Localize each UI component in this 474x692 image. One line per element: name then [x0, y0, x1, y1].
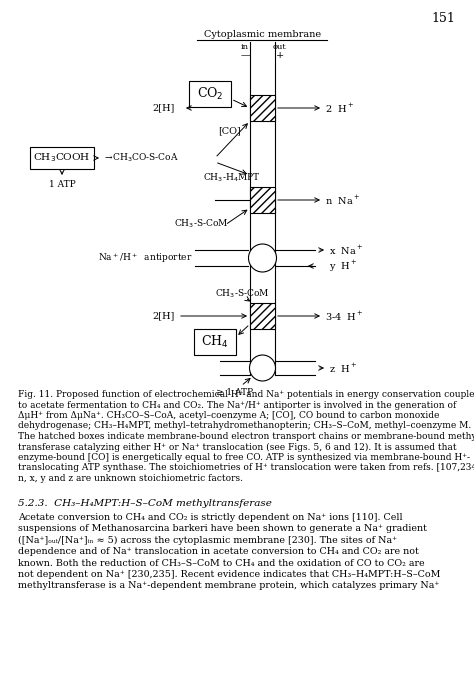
Text: 2  H$^+$: 2 H$^+$: [325, 102, 354, 115]
Text: dehydrogenase; CH₃–H₄MPT, methyl–tetrahydromethanopterin; CH₃–S–CoM, methyl–coen: dehydrogenase; CH₃–H₄MPT, methyl–tetrahy…: [18, 421, 471, 430]
Text: x  Na$^+$: x Na$^+$: [329, 244, 363, 257]
Text: CH$_3$-S-CoM: CH$_3$-S-CoM: [173, 218, 228, 230]
Text: Na$^+$/H$^+$  antiporter: Na$^+$/H$^+$ antiporter: [98, 251, 192, 265]
Bar: [250, 303, 275, 329]
Text: —: —: [240, 51, 250, 60]
Text: known. Both the reduction of CH₃–S–CoM to CH₄ and the oxidation of CO to CO₂ are: known. Both the reduction of CH₃–S–CoM t…: [18, 558, 425, 567]
Text: CH$_3$-S-CoM: CH$_3$-S-CoM: [215, 288, 269, 300]
Text: Cytoplasmic membrane: Cytoplasmic membrane: [204, 30, 321, 39]
Text: in: in: [241, 43, 249, 51]
Text: to acetate fermentation to CH₄ and CO₂. The Na⁺/H⁺ antiporter is involved in the: to acetate fermentation to CH₄ and CO₂. …: [18, 401, 456, 410]
Text: transferase catalyzing either H⁺ or Na⁺ translocation (see Figs. 5, 6 and 12). I: transferase catalyzing either H⁺ or Na⁺ …: [18, 442, 456, 452]
Text: translocating ATP synthase. The stoichiometries of H⁺ translocation were taken f: translocating ATP synthase. The stoichio…: [18, 464, 474, 473]
Text: CH$_3$-H$_4$MPT: CH$_3$-H$_4$MPT: [203, 172, 261, 185]
Text: 1 ATP: 1 ATP: [49, 180, 75, 189]
Bar: [250, 95, 275, 121]
Text: ([Na⁺]ₒᵤₜ/[Na⁺]ᵢₙ ≈ 5) across the cytoplasmic membrane [230]. The sites of Na⁺: ([Na⁺]ₒᵤₜ/[Na⁺]ᵢₙ ≈ 5) across the cytopl…: [18, 536, 397, 545]
Text: not dependent on Na⁺ [230,235]. Recent evidence indicates that CH₃–H₄MPT:H–S–CoM: not dependent on Na⁺ [230,235]. Recent e…: [18, 570, 440, 579]
Text: The hatched boxes indicate membrane-bound electron transport chains or membrane-: The hatched boxes indicate membrane-boun…: [18, 432, 474, 441]
Bar: [250, 187, 275, 213]
Text: n, x, y and z are unknown stoichiometric factors.: n, x, y and z are unknown stoichiometric…: [18, 474, 243, 483]
Text: ≥ 1 ATP: ≥ 1 ATP: [217, 388, 254, 397]
Text: methyltransferase is a Na⁺-dependent membrane protein, which catalyzes primary N: methyltransferase is a Na⁺-dependent mem…: [18, 581, 439, 590]
Text: out: out: [273, 43, 287, 51]
Text: 3-4  H$^+$: 3-4 H$^+$: [325, 309, 364, 322]
Text: CH$_3$COOH: CH$_3$COOH: [33, 152, 91, 165]
Text: Fig. 11. Proposed function of electrochemical H⁺ and Na⁺ potentials in energy co: Fig. 11. Proposed function of electroche…: [18, 390, 474, 399]
Text: enzyme-bound [CO] is energetically equal to free CO. ATP is synthesized via memb: enzyme-bound [CO] is energetically equal…: [18, 453, 470, 462]
Bar: [189, 81, 231, 107]
Text: y  H$^+$: y H$^+$: [329, 258, 357, 273]
Text: +: +: [276, 51, 284, 60]
Text: 2[H]: 2[H]: [153, 311, 175, 320]
Bar: [30, 147, 94, 169]
Bar: [194, 329, 236, 355]
Text: dependence and of Na⁺ translocation in acetate conversion to CH₄ and CO₂ are not: dependence and of Na⁺ translocation in a…: [18, 547, 419, 556]
Text: suspensions of Methanosarcina barkeri have been shown to generate a Na⁺ gradient: suspensions of Methanosarcina barkeri ha…: [18, 524, 427, 533]
Text: 151: 151: [431, 12, 455, 25]
Text: [CO]: [CO]: [219, 126, 241, 135]
Text: ΔμH⁺ from ΔμNa⁺. CH₃CO–S–CoA, acetyl–coenzyme A; [CO], CO bound to carbon monoxi: ΔμH⁺ from ΔμNa⁺. CH₃CO–S–CoA, acetyl–coe…: [18, 411, 439, 420]
Text: Acetate conversion to CH₄ and CO₂ is strictly dependent on Na⁺ ions [110]. Cell: Acetate conversion to CH₄ and CO₂ is str…: [18, 513, 402, 522]
Circle shape: [248, 244, 276, 272]
Text: CH$_4$: CH$_4$: [201, 334, 229, 350]
Text: z  H$^+$: z H$^+$: [329, 361, 357, 374]
Text: 5.2.3.  CH₃–H₄MPT:H–S–CoM methyltransferase: 5.2.3. CH₃–H₄MPT:H–S–CoM methyltransfera…: [18, 498, 272, 507]
Text: 2[H]: 2[H]: [153, 104, 175, 113]
Circle shape: [249, 355, 275, 381]
Text: n  Na$^+$: n Na$^+$: [325, 194, 360, 206]
Text: CO$_2$: CO$_2$: [197, 86, 223, 102]
Text: →CH$_3$CO-S-CoA: →CH$_3$CO-S-CoA: [102, 152, 179, 164]
